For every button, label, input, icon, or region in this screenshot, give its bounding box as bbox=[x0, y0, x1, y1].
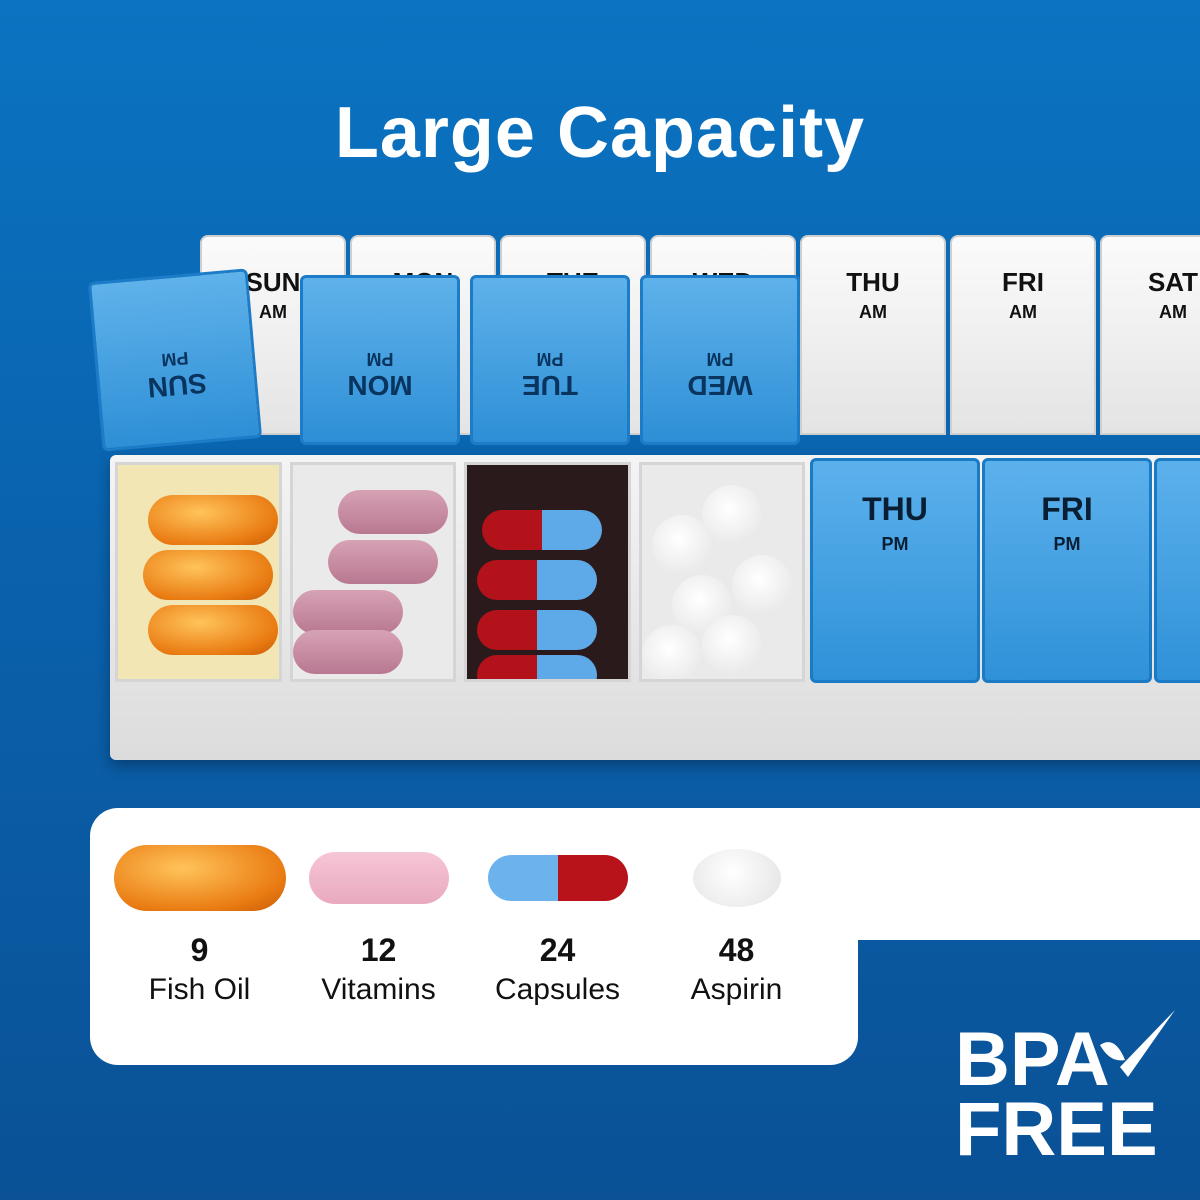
day-label: SUN bbox=[245, 267, 301, 297]
capsule-pill bbox=[477, 655, 597, 679]
day-label: THU bbox=[846, 267, 900, 297]
item-label: Capsules bbox=[494, 973, 621, 1006]
day-label: FRI bbox=[1041, 491, 1093, 527]
capacity-item: 9 Fish Oil bbox=[110, 825, 289, 1007]
time-label: PM bbox=[881, 534, 909, 554]
time-label: AM bbox=[1159, 302, 1187, 322]
closed-pm-lid[interactable]: FRI PM bbox=[982, 458, 1152, 683]
capsule-icon bbox=[468, 825, 647, 930]
open-compartments bbox=[115, 462, 805, 682]
day-label: FRI bbox=[1002, 267, 1044, 297]
open-lids: PM SUN PM MON PM TUE PM WED bbox=[87, 268, 815, 455]
aspirin-pill bbox=[701, 615, 762, 675]
vitamin-pill bbox=[292, 630, 403, 674]
item-count: 9 bbox=[190, 932, 209, 968]
time-label: AM bbox=[259, 302, 287, 322]
capacity-item: 12 Vitamins bbox=[289, 825, 468, 1007]
badge-line2: FREE bbox=[955, 1087, 1158, 1172]
closed-pm-lid[interactable]: THU PM bbox=[810, 458, 980, 683]
time-label: PM bbox=[536, 349, 564, 369]
open-pm-lid[interactable]: PM MON bbox=[300, 275, 460, 445]
item-label: Vitamins bbox=[321, 973, 436, 1006]
fish-oil-pill bbox=[143, 550, 273, 600]
day-label: TUE bbox=[522, 370, 578, 401]
day-label: SAT bbox=[1157, 491, 1200, 528]
vitamin-pill bbox=[327, 540, 438, 584]
aspirin-tablet-icon bbox=[647, 825, 826, 930]
vitamin-tablet-icon bbox=[289, 825, 468, 930]
time-label: AM bbox=[1009, 302, 1037, 322]
capacity-list: 9 Fish Oil 12 Vitamins 24 Capsules 48 Aspirin bbox=[110, 825, 850, 1007]
compartment-capsules bbox=[464, 462, 631, 682]
time-label: PM bbox=[1157, 534, 1200, 555]
time-label: AM bbox=[859, 302, 887, 322]
item-count: 48 bbox=[718, 932, 755, 968]
capacity-card-bottom bbox=[90, 930, 858, 1065]
capsule-pill bbox=[477, 560, 597, 600]
headline: Large Capacity bbox=[334, 93, 866, 173]
day-label: WED bbox=[687, 370, 753, 401]
item-count: 24 bbox=[539, 932, 576, 968]
open-pm-lid[interactable]: PM TUE bbox=[470, 275, 630, 445]
leaf-check-icon bbox=[1100, 1010, 1175, 1077]
badge-line1: BPA bbox=[955, 1017, 1110, 1102]
capsule-pill bbox=[482, 510, 602, 550]
vitamin-pill bbox=[337, 490, 448, 534]
compartment-aspirin bbox=[638, 462, 805, 682]
closed-pm-lid[interactable]: SAT PM bbox=[1154, 458, 1200, 683]
open-pm-lid[interactable]: PM SUN bbox=[87, 268, 263, 452]
day-label: SAT bbox=[1147, 267, 1199, 297]
day-label: MON bbox=[347, 370, 413, 401]
compartment-fish-oil bbox=[115, 462, 282, 682]
time-label: PM bbox=[1053, 534, 1081, 554]
item-count: 12 bbox=[360, 932, 397, 968]
capacity-item: 48 Aspirin bbox=[647, 825, 826, 1007]
bpa-free-badge: BPA FREE bbox=[955, 1010, 1175, 1172]
am-compartment-lid[interactable]: FRI AM bbox=[950, 235, 1096, 435]
time-label: PM bbox=[706, 349, 734, 369]
capsule-pill bbox=[477, 610, 597, 650]
fish-oil-pill bbox=[148, 605, 278, 655]
time-label: PM bbox=[366, 349, 394, 369]
item-label: Fish Oil bbox=[148, 973, 251, 1006]
aspirin-pill bbox=[701, 485, 762, 545]
aspirin-pill bbox=[651, 515, 712, 575]
fish-oil-softgel-icon bbox=[110, 825, 289, 930]
am-compartment-lid[interactable]: SAT AM bbox=[1100, 235, 1200, 435]
compartment-vitamins bbox=[289, 462, 456, 682]
capacity-item: 24 Capsules bbox=[468, 825, 647, 1007]
aspirin-pill bbox=[731, 555, 792, 615]
aspirin-pill bbox=[641, 625, 702, 679]
vitamin-pill bbox=[292, 590, 403, 634]
day-label: THU bbox=[862, 491, 928, 527]
fish-oil-pill bbox=[148, 495, 278, 545]
item-label: Aspirin bbox=[690, 973, 783, 1006]
open-pm-lid[interactable]: PM WED bbox=[640, 275, 800, 445]
am-compartment-lid[interactable]: THU AM bbox=[800, 235, 946, 435]
